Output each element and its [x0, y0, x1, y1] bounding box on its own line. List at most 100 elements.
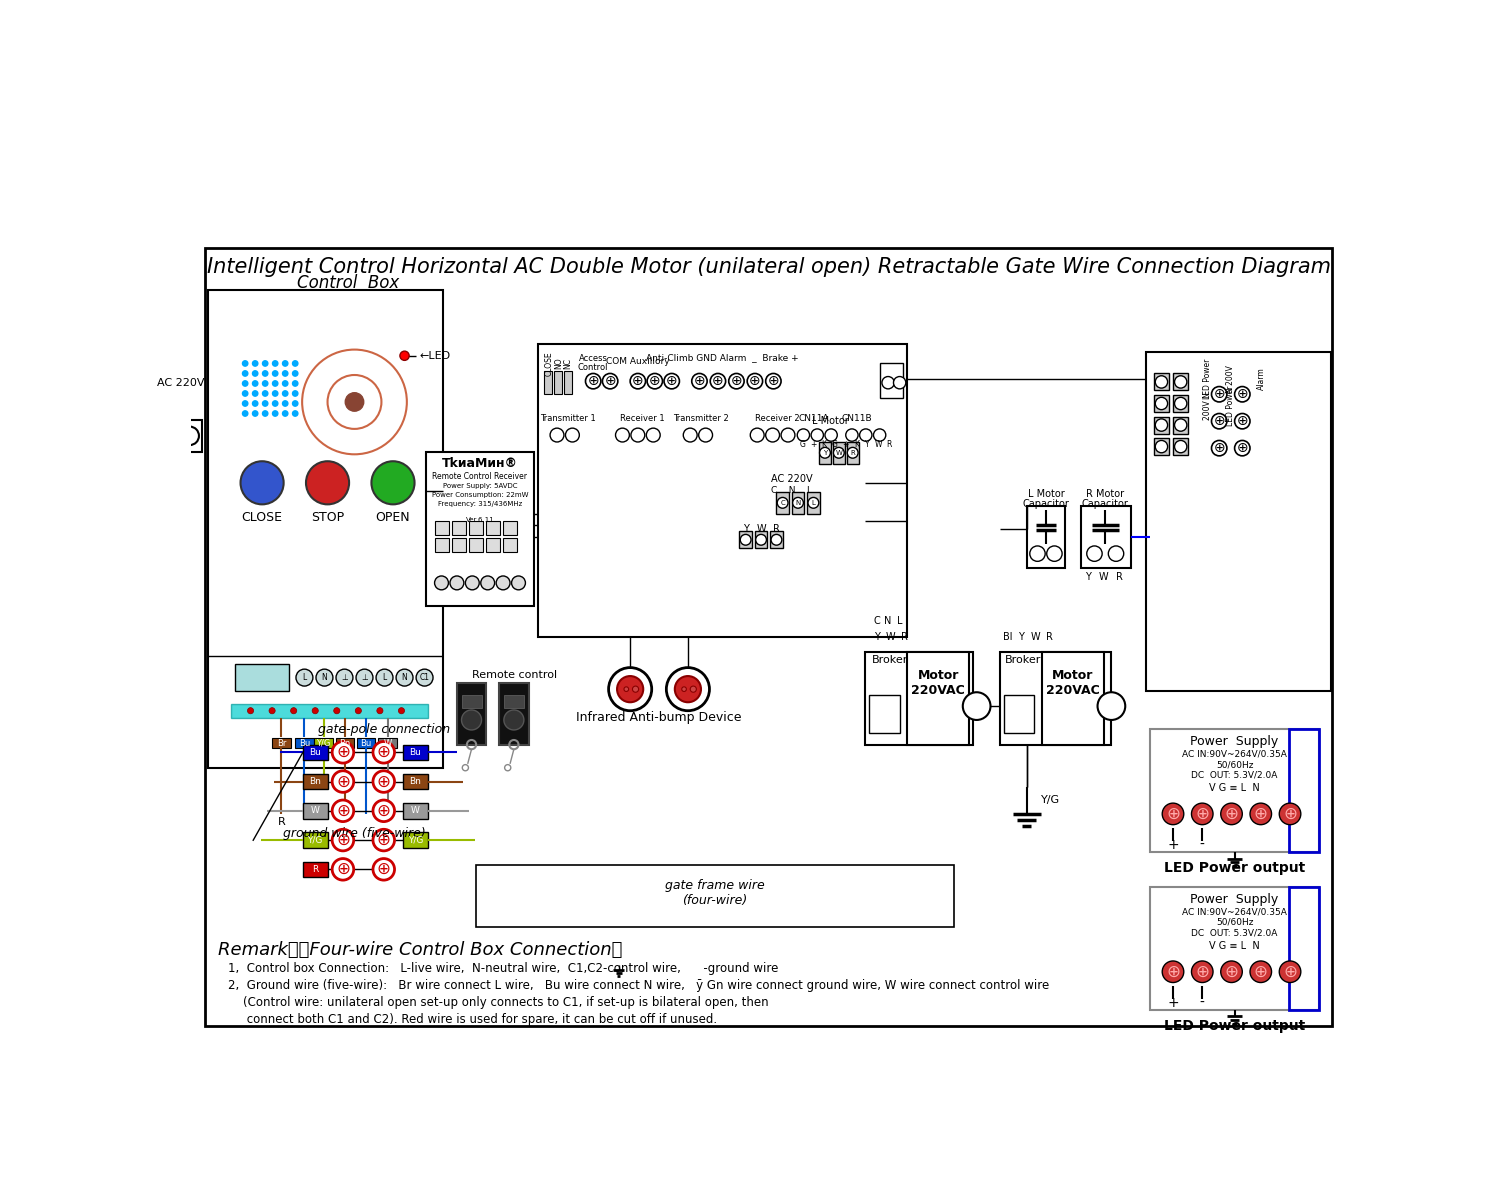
Bar: [908, 653, 969, 744]
Circle shape: [1155, 440, 1167, 452]
Circle shape: [252, 371, 258, 376]
Bar: [792, 492, 804, 514]
Text: L: L: [382, 673, 387, 682]
Bar: [771, 532, 783, 548]
Circle shape: [1280, 961, 1300, 983]
Circle shape: [1234, 414, 1250, 428]
Bar: [486, 539, 500, 552]
Text: ⊕: ⊕: [1224, 962, 1239, 980]
Text: -: -: [1200, 838, 1204, 852]
Circle shape: [462, 710, 482, 730]
Bar: [740, 532, 752, 548]
Circle shape: [633, 686, 639, 692]
Text: Receiver 2: Receiver 2: [754, 414, 800, 422]
Text: DC  OUT: 5.3V/2.0A: DC OUT: 5.3V/2.0A: [1191, 770, 1278, 780]
Text: Control  Box: Control Box: [297, 274, 399, 292]
Text: ⊕: ⊕: [336, 773, 350, 791]
Text: Y/G: Y/G: [1041, 796, 1059, 805]
Circle shape: [268, 708, 274, 714]
Circle shape: [1174, 397, 1186, 409]
Circle shape: [1221, 803, 1242, 824]
Circle shape: [819, 448, 831, 458]
Circle shape: [374, 770, 394, 792]
Bar: [236, 664, 290, 691]
Text: W: W: [384, 738, 392, 748]
Bar: [404, 774, 427, 790]
Circle shape: [1212, 414, 1227, 428]
Bar: [1026, 506, 1065, 568]
Text: ⊕: ⊕: [604, 374, 616, 388]
Text: Bu: Bu: [309, 748, 321, 757]
Circle shape: [332, 858, 354, 880]
Bar: [1150, 887, 1320, 1010]
Text: CN11A: CN11A: [798, 414, 828, 422]
Text: Y/G: Y/G: [408, 835, 423, 845]
Text: (Control wire: unilateral open set-up only connects to C1, if set-up is bilatera: (Control wire: unilateral open set-up on…: [228, 996, 770, 1009]
Circle shape: [963, 692, 990, 720]
Text: gate frame wire: gate frame wire: [664, 880, 765, 892]
Circle shape: [400, 352, 410, 360]
Text: NO: NO: [554, 358, 562, 370]
Text: Remote control: Remote control: [472, 671, 556, 680]
Circle shape: [273, 361, 278, 366]
Circle shape: [282, 371, 288, 376]
Circle shape: [1234, 386, 1250, 402]
Circle shape: [666, 667, 710, 710]
Text: L Motor: L Motor: [812, 416, 849, 426]
Text: ⊕: ⊕: [632, 374, 644, 388]
Circle shape: [292, 361, 298, 366]
Circle shape: [765, 428, 780, 442]
Text: 220VAC: 220VAC: [912, 684, 964, 697]
Circle shape: [374, 858, 394, 880]
Circle shape: [1047, 546, 1062, 562]
Text: Capacitor: Capacitor: [1023, 499, 1070, 509]
Circle shape: [1162, 961, 1184, 983]
Circle shape: [796, 428, 810, 442]
Bar: [303, 803, 327, 818]
Text: Y: Y: [824, 450, 827, 456]
Bar: [819, 442, 831, 463]
Circle shape: [327, 374, 381, 428]
Text: R: R: [850, 450, 855, 456]
Circle shape: [1174, 419, 1186, 431]
Text: ⊕: ⊕: [588, 374, 598, 388]
Bar: [357, 738, 375, 749]
Bar: [209, 290, 442, 768]
Bar: [453, 521, 466, 535]
Bar: [846, 442, 859, 463]
Circle shape: [396, 670, 412, 686]
Circle shape: [699, 428, 712, 442]
Bar: [880, 364, 903, 398]
Text: Ver.6.11: Ver.6.11: [465, 517, 495, 523]
Text: N: N: [321, 673, 327, 682]
Bar: [865, 653, 974, 744]
Bar: [1173, 373, 1188, 390]
Circle shape: [812, 428, 824, 442]
Circle shape: [846, 428, 858, 442]
Circle shape: [345, 392, 363, 412]
Bar: [462, 695, 482, 708]
Text: V G ≡ L  N: V G ≡ L N: [1209, 941, 1260, 950]
Circle shape: [252, 361, 258, 366]
Circle shape: [291, 708, 297, 714]
Text: Y: Y: [742, 524, 748, 534]
Text: Power Consumption: 22mW: Power Consumption: 22mW: [432, 492, 528, 498]
Text: ⊕: ⊕: [376, 802, 390, 820]
Bar: [303, 862, 327, 877]
Bar: [777, 492, 789, 514]
Text: STOP: STOP: [310, 511, 344, 524]
Bar: [435, 521, 448, 535]
Text: +: +: [810, 439, 816, 449]
Text: LED Power: LED Power: [1227, 385, 1236, 426]
Text: ⊥: ⊥: [340, 673, 348, 682]
Text: ⊕: ⊕: [376, 743, 390, 761]
Text: AC IN:90V~264V/0.35A: AC IN:90V~264V/0.35A: [1182, 749, 1287, 758]
Text: Bl: Bl: [1002, 631, 1013, 642]
Circle shape: [756, 534, 766, 545]
Circle shape: [374, 742, 394, 763]
Text: Y: Y: [1019, 631, 1025, 642]
Circle shape: [782, 428, 795, 442]
Bar: [177, 420, 203, 452]
Bar: [1288, 730, 1320, 852]
Text: Bn: Bn: [410, 778, 422, 786]
